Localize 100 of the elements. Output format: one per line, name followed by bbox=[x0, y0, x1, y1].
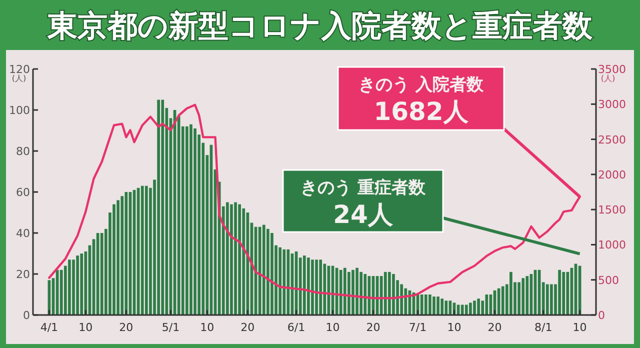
bar bbox=[262, 224, 266, 315]
bar bbox=[315, 260, 318, 315]
bar bbox=[282, 249, 286, 315]
x-tick-label: 20 bbox=[240, 321, 255, 334]
bar bbox=[469, 302, 472, 315]
bar bbox=[226, 202, 229, 315]
y2-tick-label: 3000 bbox=[598, 98, 626, 112]
y-tick-label: 20 bbox=[16, 268, 30, 281]
x-tick-label: 20 bbox=[119, 321, 134, 334]
bar bbox=[230, 204, 233, 315]
y-tick-label: 100 bbox=[9, 104, 30, 117]
x-tick-label: 6/1 bbox=[287, 321, 306, 334]
annotation: きのう 入院者数 1682人 bbox=[358, 75, 484, 126]
bar bbox=[510, 272, 512, 315]
bar bbox=[80, 254, 84, 315]
bar bbox=[518, 282, 520, 315]
bar bbox=[546, 284, 549, 315]
bar bbox=[194, 128, 196, 315]
bar bbox=[444, 300, 448, 315]
bar bbox=[477, 298, 480, 315]
y-tick-label: 0 bbox=[23, 309, 30, 322]
y-tick-label: 40 bbox=[16, 227, 30, 240]
y2-tick-label: 3500 bbox=[598, 63, 626, 76]
bar bbox=[404, 288, 408, 315]
x-tick-label: 10 bbox=[200, 321, 214, 334]
y2-tick-label: 1000 bbox=[598, 238, 626, 252]
y-axis-title: (人) bbox=[12, 74, 26, 83]
bar bbox=[307, 258, 310, 315]
bar bbox=[116, 200, 120, 315]
bar bbox=[485, 294, 488, 315]
x-tick-label: 7/1 bbox=[408, 321, 427, 334]
bar bbox=[185, 126, 188, 315]
y-tick-label: 60 bbox=[16, 186, 30, 199]
bar bbox=[319, 260, 322, 315]
x-tick-label: 4/1 bbox=[40, 321, 58, 334]
y-tick-label: 80 bbox=[16, 145, 30, 158]
bar bbox=[348, 272, 350, 315]
bar bbox=[420, 294, 424, 315]
chart-title: 東京都の新型コロナ入院者数と重症者数 bbox=[46, 9, 594, 44]
bar bbox=[120, 196, 124, 315]
x-tick-label: 8/1 bbox=[534, 321, 552, 334]
bar bbox=[526, 276, 529, 315]
y2-tick-label: 0 bbox=[598, 309, 605, 322]
bar bbox=[464, 304, 468, 315]
x-tick-label: 20 bbox=[366, 321, 380, 334]
bar bbox=[501, 286, 504, 315]
bar bbox=[302, 256, 306, 315]
y2-axis-title: (人) bbox=[600, 74, 616, 83]
bar bbox=[68, 260, 71, 315]
bar bbox=[432, 296, 436, 315]
bar bbox=[436, 296, 440, 315]
bar bbox=[238, 204, 241, 315]
bar bbox=[60, 270, 63, 315]
bar bbox=[384, 272, 387, 315]
y2-tick-label: 1500 bbox=[598, 204, 626, 217]
bar bbox=[161, 100, 164, 315]
y-tick-label: 120 bbox=[9, 63, 30, 76]
bar bbox=[112, 204, 116, 315]
x-tick-label: 10 bbox=[78, 321, 93, 334]
bar bbox=[522, 278, 525, 315]
bar bbox=[566, 272, 570, 315]
bar bbox=[278, 247, 282, 315]
bar bbox=[343, 268, 346, 315]
bar bbox=[440, 298, 444, 315]
bar bbox=[157, 100, 160, 315]
bar bbox=[473, 300, 476, 315]
annotation: きのう 重症者数 24人 bbox=[300, 178, 426, 229]
bar bbox=[392, 274, 395, 315]
bar bbox=[550, 284, 553, 315]
x-tick-label: 10 bbox=[447, 321, 462, 334]
y2-tick-label: 500 bbox=[598, 274, 619, 287]
bar bbox=[270, 233, 274, 315]
bar bbox=[190, 124, 192, 315]
bar bbox=[388, 272, 391, 315]
bar bbox=[360, 272, 362, 315]
bar bbox=[352, 270, 354, 315]
bar bbox=[144, 186, 148, 315]
bar bbox=[100, 233, 104, 315]
bar bbox=[311, 260, 314, 315]
bar bbox=[356, 268, 358, 315]
y2-tick-label: 2500 bbox=[598, 133, 626, 146]
bar bbox=[364, 274, 367, 315]
x-tick-label: 20 bbox=[488, 321, 502, 334]
bar bbox=[140, 186, 144, 315]
bar bbox=[460, 304, 464, 315]
bar bbox=[558, 270, 561, 315]
bar bbox=[234, 202, 237, 315]
bar bbox=[76, 256, 79, 315]
x-tick-label: 5/1 bbox=[162, 321, 180, 334]
bar bbox=[562, 272, 566, 315]
y2-tick-label: 2000 bbox=[598, 168, 626, 182]
bar bbox=[424, 294, 428, 315]
bar bbox=[400, 284, 403, 315]
bar bbox=[242, 208, 246, 315]
bar bbox=[72, 260, 75, 315]
bar bbox=[323, 264, 326, 315]
bar bbox=[124, 192, 128, 315]
bar bbox=[266, 228, 270, 315]
bar bbox=[428, 294, 432, 315]
x-tick-label: 10 bbox=[572, 321, 587, 334]
